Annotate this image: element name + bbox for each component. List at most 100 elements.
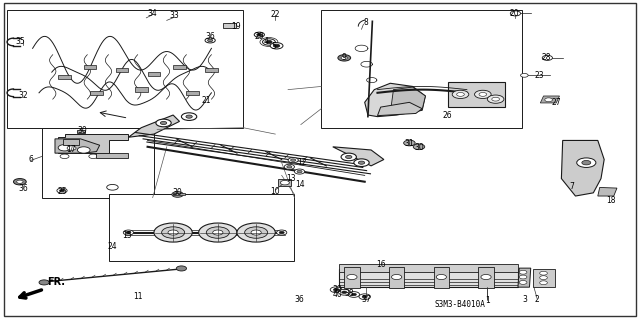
Circle shape bbox=[582, 160, 591, 165]
Circle shape bbox=[519, 270, 527, 274]
Polygon shape bbox=[55, 139, 100, 153]
Text: 40: 40 bbox=[333, 290, 343, 299]
Bar bbox=[532, 269, 555, 286]
Circle shape bbox=[280, 181, 289, 185]
Circle shape bbox=[392, 274, 402, 279]
Circle shape bbox=[266, 41, 272, 44]
Circle shape bbox=[474, 90, 491, 99]
Text: 39: 39 bbox=[332, 285, 342, 293]
Text: 7: 7 bbox=[570, 182, 575, 191]
Circle shape bbox=[207, 39, 212, 42]
Circle shape bbox=[262, 39, 275, 45]
Text: 26: 26 bbox=[443, 111, 452, 120]
Circle shape bbox=[126, 231, 131, 234]
Text: 21: 21 bbox=[202, 96, 211, 105]
Polygon shape bbox=[518, 268, 531, 287]
Polygon shape bbox=[561, 140, 604, 196]
Polygon shape bbox=[278, 179, 291, 187]
Text: S3M3-B4010A: S3M3-B4010A bbox=[435, 300, 486, 308]
Bar bbox=[205, 68, 218, 72]
Circle shape bbox=[542, 55, 552, 60]
Circle shape bbox=[481, 274, 491, 279]
Bar bbox=[84, 65, 97, 69]
Text: 23: 23 bbox=[534, 71, 544, 80]
Circle shape bbox=[181, 113, 196, 121]
Bar bbox=[90, 91, 103, 95]
Bar bbox=[135, 87, 148, 92]
Polygon shape bbox=[598, 188, 617, 196]
Circle shape bbox=[351, 293, 356, 296]
Circle shape bbox=[156, 119, 172, 127]
Circle shape bbox=[359, 294, 371, 300]
Circle shape bbox=[358, 161, 365, 164]
Circle shape bbox=[347, 274, 357, 279]
Circle shape bbox=[362, 295, 367, 298]
Text: 19: 19 bbox=[231, 22, 241, 31]
Bar bbox=[448, 82, 505, 107]
Circle shape bbox=[492, 97, 499, 101]
Text: 11: 11 bbox=[133, 292, 143, 300]
Circle shape bbox=[577, 158, 596, 167]
Circle shape bbox=[354, 159, 369, 167]
Text: 37: 37 bbox=[361, 295, 371, 304]
Bar bbox=[58, 75, 71, 79]
Text: 4: 4 bbox=[263, 37, 268, 46]
Circle shape bbox=[67, 146, 76, 150]
Circle shape bbox=[457, 93, 465, 96]
Circle shape bbox=[346, 155, 352, 159]
Polygon shape bbox=[378, 102, 422, 116]
Circle shape bbox=[17, 180, 23, 183]
Circle shape bbox=[172, 192, 183, 197]
Text: 38: 38 bbox=[344, 289, 353, 298]
Circle shape bbox=[540, 281, 547, 285]
Bar bbox=[173, 193, 184, 196]
Text: 36: 36 bbox=[18, 184, 28, 193]
Bar bbox=[116, 68, 129, 72]
Circle shape bbox=[297, 170, 302, 173]
Circle shape bbox=[333, 288, 339, 291]
Bar bbox=[77, 130, 85, 133]
Circle shape bbox=[342, 291, 347, 293]
Circle shape bbox=[273, 44, 280, 48]
Text: 31: 31 bbox=[404, 139, 414, 148]
Circle shape bbox=[487, 95, 504, 103]
Text: 30: 30 bbox=[77, 126, 87, 135]
Circle shape bbox=[540, 271, 547, 275]
Text: 9: 9 bbox=[342, 53, 347, 62]
Text: 29: 29 bbox=[255, 32, 264, 41]
Circle shape bbox=[198, 223, 237, 242]
Circle shape bbox=[276, 230, 287, 235]
Circle shape bbox=[545, 98, 552, 102]
Circle shape bbox=[294, 169, 305, 174]
Polygon shape bbox=[390, 87, 426, 114]
Circle shape bbox=[57, 188, 67, 193]
Text: 5: 5 bbox=[271, 42, 276, 51]
Text: 3: 3 bbox=[522, 295, 527, 304]
Text: 17: 17 bbox=[66, 145, 76, 154]
Circle shape bbox=[519, 280, 527, 284]
Circle shape bbox=[413, 144, 425, 150]
Bar bbox=[478, 268, 493, 288]
Circle shape bbox=[60, 154, 69, 159]
Circle shape bbox=[287, 166, 292, 168]
Text: 36: 36 bbox=[294, 295, 304, 304]
Circle shape bbox=[154, 223, 192, 242]
Circle shape bbox=[339, 289, 350, 295]
Text: 35: 35 bbox=[15, 38, 25, 47]
Circle shape bbox=[77, 147, 90, 153]
Bar bbox=[389, 268, 404, 288]
Text: 6: 6 bbox=[28, 155, 33, 164]
Polygon shape bbox=[540, 96, 559, 103]
Text: 15: 15 bbox=[122, 231, 132, 240]
Bar bbox=[42, 128, 154, 197]
Text: 14: 14 bbox=[295, 180, 305, 189]
Text: 30: 30 bbox=[173, 188, 182, 197]
Text: 27: 27 bbox=[552, 98, 561, 107]
Text: 34: 34 bbox=[148, 9, 157, 18]
Bar bbox=[339, 269, 518, 286]
Circle shape bbox=[519, 275, 527, 279]
Text: 13: 13 bbox=[287, 174, 296, 183]
Circle shape bbox=[291, 159, 296, 161]
Circle shape bbox=[540, 276, 547, 279]
Bar bbox=[339, 264, 518, 272]
